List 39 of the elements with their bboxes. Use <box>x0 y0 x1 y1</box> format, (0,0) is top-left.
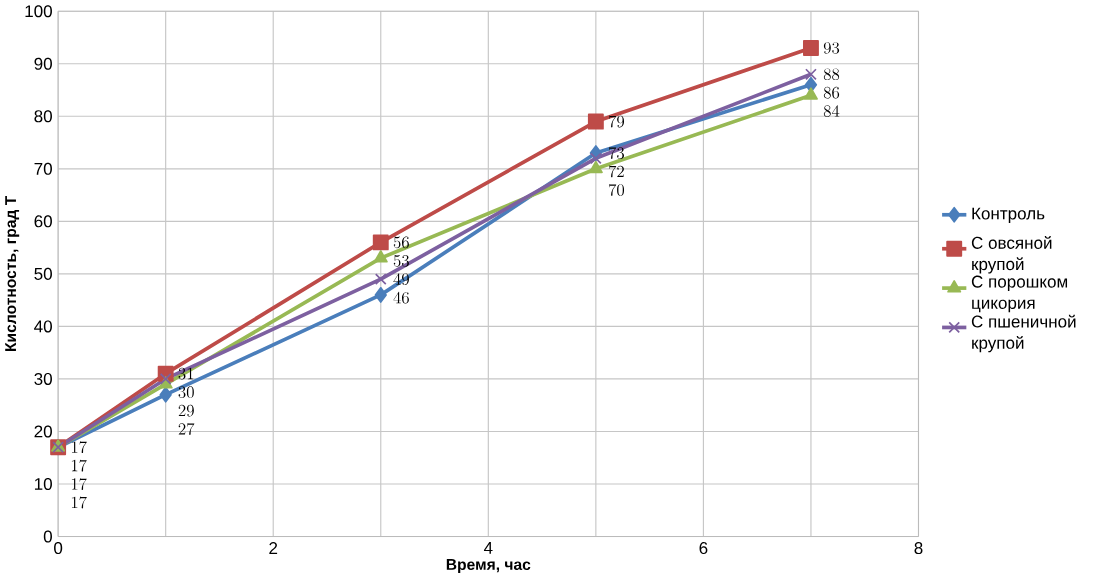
y-tick-label: 60 <box>34 215 52 228</box>
data-label: 29 <box>178 404 194 417</box>
legend-label: С овсяной крупой <box>971 235 1052 274</box>
x-tick-label: 2 <box>269 541 278 554</box>
data-label: 79 <box>608 115 625 128</box>
data-label: 46 <box>393 291 409 304</box>
data-label: 30 <box>178 386 194 398</box>
y-tick-label: 100 <box>25 5 52 18</box>
data-label: 72 <box>608 165 624 178</box>
data-label: 88 <box>823 68 840 80</box>
legend-label: С порошком цикория <box>971 275 1068 313</box>
data-label: 70 <box>608 183 625 196</box>
y-tick-label: 90 <box>34 57 52 70</box>
x-axis-title: Время, час <box>446 558 531 573</box>
y-axis-title: Кислотность, град Т <box>5 195 20 351</box>
y-tick-label: 0 <box>43 530 52 543</box>
x-tick-label: 0 <box>54 541 63 554</box>
data-label: 84 <box>823 105 840 117</box>
data-label: 93 <box>823 42 840 54</box>
x-tick-label: 6 <box>699 541 708 554</box>
data-label: 17 <box>71 441 87 453</box>
data-label: 27 <box>178 422 195 435</box>
y-tick-label: 20 <box>34 425 52 438</box>
y-tick-label: 30 <box>34 372 52 385</box>
y-tick-label: 10 <box>34 477 52 490</box>
data-label: 56 <box>393 236 409 249</box>
x-tick-label: 8 <box>914 541 923 554</box>
data-label: 17 <box>71 496 87 509</box>
y-tick-label: 70 <box>34 162 52 175</box>
legend-label: С пшеничной крупой <box>971 314 1076 353</box>
y-tick-label: 40 <box>34 320 52 333</box>
y-tick-label: 50 <box>34 267 52 280</box>
y-tick-label: 80 <box>34 110 52 123</box>
data-label: 17 <box>71 477 87 490</box>
data-label: 53 <box>393 254 409 267</box>
legend-label: Контроль <box>972 207 1045 223</box>
data-label: 86 <box>823 86 840 99</box>
data-label: 17 <box>71 459 87 472</box>
x-tick-label: 4 <box>483 541 493 554</box>
